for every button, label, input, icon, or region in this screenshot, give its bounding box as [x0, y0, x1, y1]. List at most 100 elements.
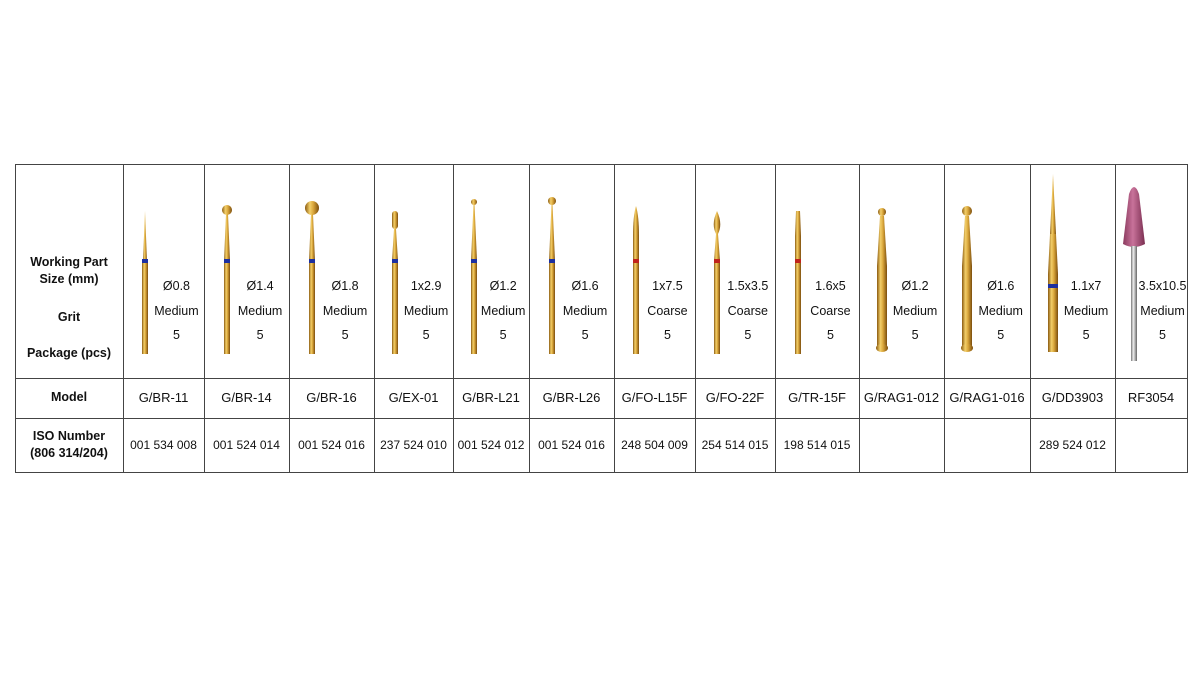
package-value: 5 [341, 328, 349, 342]
bur-image [1047, 174, 1058, 352]
bur-image [141, 211, 148, 354]
neck [876, 216, 887, 266]
table-cell [775, 418, 860, 473]
shank [548, 261, 555, 354]
table-cell [204, 378, 290, 419]
shank [794, 261, 801, 354]
package-value: 5 [911, 328, 919, 342]
table-cell [1115, 378, 1188, 419]
package-value: 5 [172, 328, 180, 342]
grit-value: Medium [154, 304, 199, 318]
iso-value: 001 524 012 [457, 438, 525, 452]
shank [632, 261, 639, 354]
bur-head [223, 214, 230, 261]
table-cell [775, 164, 860, 379]
table [15, 164, 1188, 473]
bur-head [142, 211, 147, 261]
shank-end [875, 344, 888, 352]
table-cell [453, 378, 530, 419]
size-value: Ø1.2 [901, 279, 929, 293]
table-cell [204, 418, 290, 473]
model-value: G/DD3903 [1041, 390, 1104, 405]
size-value: Ø1.4 [246, 279, 274, 293]
table-cell [289, 418, 375, 473]
size-value: Ø1.2 [489, 279, 517, 293]
bur-image [392, 211, 399, 354]
package-value: 5 [826, 328, 834, 342]
model-value: RF3054 [1127, 390, 1175, 405]
bur-image [1123, 187, 1146, 361]
bur-head [470, 204, 477, 261]
model-value: G/BR-L21 [462, 390, 520, 405]
table-cell [529, 164, 615, 379]
grit-value: Medium [480, 304, 526, 318]
color-band [392, 259, 399, 263]
neck [1047, 234, 1058, 274]
size-value: Ø0.8 [162, 279, 191, 293]
model-value: G/BR-L26 [542, 390, 601, 405]
size-header: Working Part Size (mm) [30, 255, 108, 286]
package-value: 5 [499, 328, 507, 342]
table-cell [1115, 418, 1188, 473]
grit-value: Medium [1063, 304, 1109, 318]
model-value: G/TR-15F [788, 390, 846, 405]
bur-head [392, 211, 399, 229]
table-cell [859, 164, 945, 379]
table-cell [1030, 418, 1116, 473]
bur-image [713, 211, 720, 354]
table-cell [775, 378, 860, 419]
shank [141, 261, 148, 354]
table-cell [374, 418, 454, 473]
table-cell [695, 418, 776, 473]
shank [876, 266, 887, 346]
table-cell [289, 164, 375, 379]
grit-value: Coarse [810, 304, 851, 318]
shank [713, 261, 720, 354]
bur-head [632, 206, 639, 261]
shank [1131, 246, 1138, 361]
color-band [548, 259, 555, 263]
table-cell [1030, 164, 1116, 379]
iso-value: 254 514 015 [701, 438, 769, 452]
size-value: 1x7.5 [652, 279, 683, 293]
grit-value: Coarse [647, 304, 688, 318]
shank [223, 261, 230, 354]
table-cell [123, 378, 205, 419]
table-cell [944, 418, 1031, 473]
package-header: Package (pcs) [26, 346, 112, 360]
bur-image [304, 201, 319, 354]
color-band [713, 259, 720, 263]
bur-head [1049, 174, 1056, 234]
size-value: 1.6x5 [815, 279, 846, 293]
shank [308, 261, 315, 354]
bur-image [875, 208, 888, 352]
table-cell [289, 378, 375, 419]
table-cell [695, 378, 776, 419]
table-cell [614, 378, 696, 419]
table-cell [859, 418, 945, 473]
table-cell [529, 418, 615, 473]
color-band [141, 259, 148, 263]
table-cell [453, 164, 530, 379]
table-cell [859, 378, 945, 419]
shank [470, 261, 477, 354]
grit-value: Medium [322, 304, 368, 318]
model-value: G/RAG1-012 [863, 390, 940, 405]
bur-head [304, 201, 319, 215]
table-cell [944, 164, 1031, 379]
table-cell [374, 164, 454, 379]
bur-head [713, 211, 720, 261]
package-value: 5 [1082, 328, 1090, 342]
model-value: G/RAG1-016 [949, 390, 1025, 405]
table-cell [374, 378, 454, 419]
iso-header: ISO Number (806 314/204) [30, 429, 108, 460]
table-cell [15, 418, 124, 473]
package-value: 5 [744, 328, 752, 342]
bur-head [962, 206, 973, 216]
table-cell [695, 164, 776, 379]
stone-head [1123, 187, 1146, 247]
size-value: 1x2.9 [410, 279, 442, 293]
table-cell [123, 164, 205, 379]
bur-image [221, 205, 232, 354]
